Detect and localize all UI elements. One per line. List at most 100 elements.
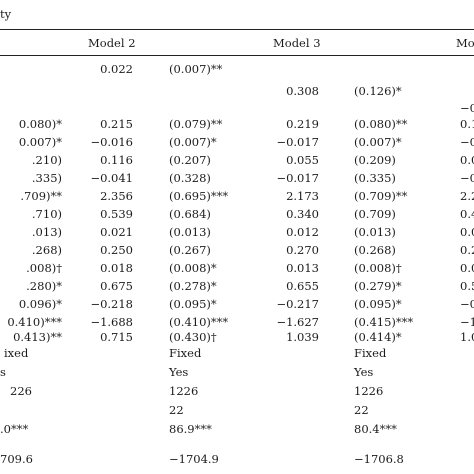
table-cell-c5: 0.2 <box>460 243 474 257</box>
chi-model2-cell: 86.9*** <box>169 422 212 436</box>
table-cell-c4: (0.126)* <box>354 84 402 98</box>
table-cell-c1: −0.041 <box>90 171 133 185</box>
groups-model3-cell: 22 <box>354 403 369 417</box>
table-cell-c5: 1.0 <box>460 330 474 344</box>
table-cell-c2: (0.430)† <box>169 330 217 344</box>
table-cell-c5: −1 <box>460 315 474 329</box>
table-cell-c5: 0.1 <box>460 117 474 131</box>
table-cell-c5: 0.0 <box>460 153 474 167</box>
table-cell-c3: 0.340 <box>286 207 319 221</box>
yes-left-cell: s <box>0 365 6 379</box>
table-cell-c2: (0.095)* <box>169 297 217 311</box>
ll-model3-cell: −1706.8 <box>354 452 404 466</box>
yes-model3-cell: Yes <box>354 365 374 379</box>
table-cell-c3: 0.219 <box>286 117 319 131</box>
table-cell-c3: 0.270 <box>286 243 319 257</box>
table-cell-c3: 0.055 <box>286 153 319 167</box>
table-cell-c0: .268) <box>31 243 62 257</box>
header-model-2: Model 2 <box>88 36 136 50</box>
table-cell-c3: 0.013 <box>286 261 319 275</box>
table-cell-c3: −0.017 <box>276 135 319 149</box>
table-cell-c5: −0 <box>460 171 474 185</box>
table-cell-c5: −0 <box>460 101 474 115</box>
n-left-cell: 226 <box>10 384 32 398</box>
table-cell-c3: 0.308 <box>286 84 319 98</box>
table-cell-c2: (0.410)*** <box>169 315 229 329</box>
table-cell-c2: (0.684) <box>169 207 211 221</box>
table-cell-c0: .335) <box>31 171 62 185</box>
table-cell-c1: −0.016 <box>90 135 133 149</box>
table-cell-c0: 0.413)** <box>13 330 62 344</box>
ll-model2-cell: −1704.9 <box>169 452 219 466</box>
groups-model2-cell: 22 <box>169 403 184 417</box>
table-cell-c4: (0.013) <box>354 225 396 239</box>
table-cell-c0: .210) <box>31 153 62 167</box>
table-cell-c2: (0.328) <box>169 171 211 185</box>
table-cell-c3: 2.173 <box>286 189 319 203</box>
table-cell-c3: −0.017 <box>276 171 319 185</box>
table-cell-c2: (0.207) <box>169 153 211 167</box>
table-cell-c4: (0.279)* <box>354 279 402 293</box>
chi-model3-cell: 80.4*** <box>354 422 397 436</box>
n-model2-cell: 1226 <box>169 384 199 398</box>
table-cell-c1: 0.021 <box>100 225 133 239</box>
ll-left-cell: 709.6 <box>0 452 33 466</box>
table-cell-c4: (0.007)* <box>354 135 402 149</box>
table-cell-c4: (0.209) <box>354 153 396 167</box>
table-cell-c2: (0.267) <box>169 243 211 257</box>
table-cell-c5: −0 <box>460 297 474 311</box>
table-cell-c5: −0 <box>460 135 474 149</box>
table-cell-c5: 2.2 <box>460 189 474 203</box>
table-cell-c2: (0.079)** <box>169 117 223 131</box>
table-cell-c4: (0.095)* <box>354 297 402 311</box>
table-cell-c0: 0.007)* <box>18 135 62 149</box>
fixed-model3-cell: Fixed <box>354 346 387 360</box>
table-cell-c5: 0.4 <box>460 207 474 221</box>
chi-left-cell: .0*** <box>0 422 29 436</box>
table-cell-c4: (0.008)† <box>354 261 402 275</box>
table-cell-c1: 0.018 <box>100 261 133 275</box>
table-cell-c0: .013) <box>31 225 62 239</box>
table-cell-c5: 0.0 <box>460 225 474 239</box>
table-cell-c3: −1.627 <box>276 315 319 329</box>
table-cell-c1: 0.022 <box>100 62 133 76</box>
table-cell-c0: 0.410)*** <box>7 315 62 329</box>
header-model-4: Mo <box>456 36 474 50</box>
table-cell-c2: (0.008)* <box>169 261 217 275</box>
table-cell-c1: 0.539 <box>100 207 133 221</box>
table-cell-c3: 0.012 <box>286 225 319 239</box>
table-caption-fragment: ty <box>0 7 12 21</box>
table-cell-c4: (0.268) <box>354 243 396 257</box>
table-cell-c4: (0.709)** <box>354 189 408 203</box>
n-model3-cell: 1226 <box>354 384 384 398</box>
table-cell-c2: (0.695)*** <box>169 189 229 203</box>
table-cell-c1: 0.116 <box>100 153 133 167</box>
table-cell-c4: (0.335) <box>354 171 396 185</box>
table-cell-c1: 0.675 <box>100 279 133 293</box>
table-cell-c4: (0.080)** <box>354 117 408 131</box>
table-cell-c0: .710) <box>31 207 62 221</box>
table-cell-c3: 1.039 <box>286 330 319 344</box>
fixed-left-cell: ixed <box>4 346 29 360</box>
table-cell-c1: 0.250 <box>100 243 133 257</box>
header-model-3: Model 3 <box>273 36 321 50</box>
table-cell-c3: 0.655 <box>286 279 319 293</box>
top-rule <box>0 29 474 30</box>
table-cell-c2: (0.007)* <box>169 135 217 149</box>
table-cell-c1: −0.218 <box>90 297 133 311</box>
table-cell-c0: .709)** <box>20 189 62 203</box>
yes-model2-cell: Yes <box>169 365 189 379</box>
table-cell-c0: .008)† <box>26 261 62 275</box>
table-cell-c5: 0.5 <box>460 279 474 293</box>
table-cell-c1: 0.715 <box>100 330 133 344</box>
table-cell-c0: 0.096)* <box>18 297 62 311</box>
table-cell-c2: (0.007)** <box>169 62 223 76</box>
table-cell-c1: 0.215 <box>100 117 133 131</box>
table-cell-c1: 2.356 <box>100 189 133 203</box>
table-cell-c0: .280)* <box>26 279 62 293</box>
table-cell-c3: −0.217 <box>276 297 319 311</box>
table-cell-c5: 0.0 <box>460 261 474 275</box>
table-cell-c0: 0.080)* <box>18 117 62 131</box>
fixed-model2-cell: Fixed <box>169 346 202 360</box>
header-rule <box>0 55 474 56</box>
